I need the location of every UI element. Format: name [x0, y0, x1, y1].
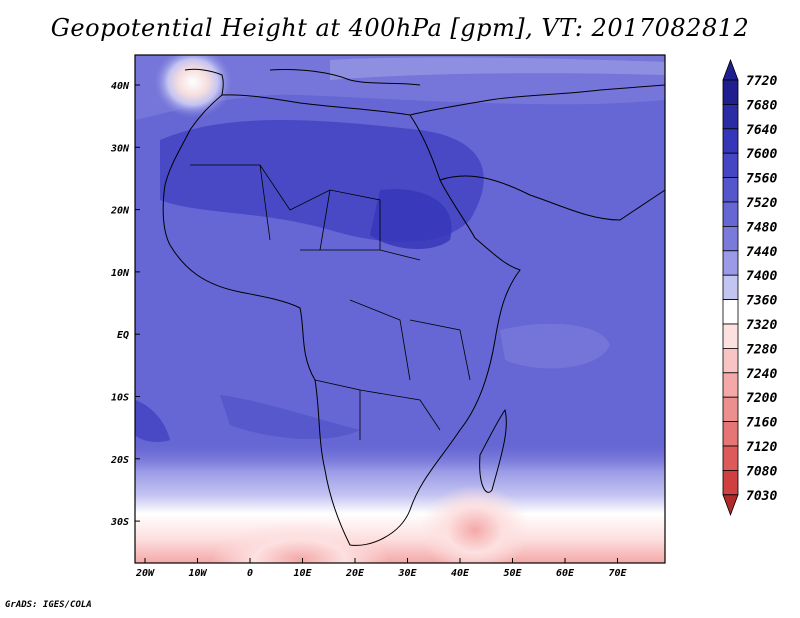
colorbar-level-label: 7320: [746, 318, 777, 333]
colorbar-level-label: 7030: [746, 489, 777, 504]
colorbar-segment: [722, 104, 739, 130]
colorbar-level-label: 7600: [746, 147, 777, 162]
colorbar-level-label: 7440: [746, 245, 777, 260]
plot-frame: [134, 54, 666, 564]
field-low-southwest: [210, 520, 390, 563]
lat-tick-label: 30S: [110, 517, 129, 528]
colorbar-segment: [722, 177, 739, 203]
colorbar-level-label: 7400: [746, 269, 777, 284]
colorbar-segment: [722, 445, 739, 471]
arabia-outline: [439, 175, 665, 221]
lon-tick-label: 70E: [608, 568, 627, 579]
field-south-gradient: [135, 440, 665, 563]
colorbar-level-label: 7120: [746, 440, 777, 455]
colorbar-segment: [722, 469, 739, 496]
colorbar-top-arrow: [722, 58, 739, 81]
lat-tick-label: 10S: [111, 393, 129, 404]
africa-outline: [162, 94, 521, 546]
field-low-southeast: [420, 485, 530, 563]
lon-tick-label: 0: [247, 568, 253, 579]
latitude-axis: 40N 30N 20N 10N EQ 10S 20S 30S: [110, 81, 140, 528]
lon-tick-label: 40E: [451, 568, 470, 579]
colorbar-segment: [722, 79, 739, 105]
longitude-axis: 20W 10W 0 10E 20E 30E 40E 50E 60E 70E: [135, 558, 628, 579]
field-high-northwest: [151, 55, 235, 120]
colorbar: 7720 7680 7640 7600 7560 7520 7480 7440 7400 7360…: [722, 58, 777, 516]
colorbar-segment: [722, 299, 739, 325]
colorbar-segment: [722, 323, 739, 349]
lat-tick-label: 20S: [110, 455, 129, 466]
colorbar-level-label: 7560: [746, 172, 777, 187]
colorbar-segment: [722, 201, 739, 227]
height-field: [135, 55, 665, 563]
colorbar-level-label: 7240: [746, 367, 777, 382]
lat-tick-label: 40N: [111, 81, 130, 92]
colorbar-bottom-arrow: [722, 494, 739, 516]
lat-tick-label: 20N: [110, 206, 130, 217]
colorbar-level-label: 7160: [746, 416, 777, 431]
colorbar-level-label: 7520: [746, 196, 777, 211]
lon-tick-label: 50E: [503, 568, 522, 579]
grads-credit: GrADS: IGES/COLA: [5, 600, 92, 610]
lon-tick-label: 10W: [188, 568, 207, 579]
lat-tick-label: 30N: [110, 143, 130, 154]
colorbar-level-label: 7080: [746, 464, 777, 479]
lon-tick-label: 20W: [135, 568, 155, 579]
map-title: Geopotential Height at 400hPa [gpm], VT:…: [50, 14, 750, 42]
lon-tick-label: 30E: [397, 568, 417, 579]
colorbar-segment: [722, 225, 739, 252]
field-southern-band: [220, 395, 360, 440]
lon-tick-label: 60E: [556, 568, 575, 579]
coastlines: [162, 68, 665, 546]
colorbar-level-label: 7720: [746, 74, 777, 89]
lat-tick-label: 10N: [111, 268, 130, 279]
lon-tick-label: 20E: [345, 568, 365, 579]
lon-tick-label: 10E: [293, 568, 312, 579]
colorbar-segment: [722, 396, 739, 423]
colorbar-segment: [722, 128, 739, 154]
colorbar-level-label: 7200: [746, 391, 777, 406]
colorbar-segment: [722, 152, 739, 178]
colorbar-level-label: 7640: [746, 123, 777, 138]
colorbar-segment: [722, 274, 739, 301]
colorbar-level-label: 7360: [746, 294, 777, 309]
med-north-coast: [269, 69, 421, 86]
lat-tick-label: EQ: [117, 330, 129, 341]
colorbar-segment: [722, 250, 739, 276]
colorbar-segment: [722, 347, 739, 374]
colorbar-segment: [722, 372, 739, 398]
country-borders: [190, 164, 471, 440]
iberia-outline: [184, 68, 224, 96]
colorbar-level-label: 7280: [746, 342, 777, 357]
colorbar-segment: [722, 421, 739, 447]
madagascar-outline: [479, 408, 507, 493]
colorbar-level-label: 7680: [746, 98, 777, 113]
middle-east-outline: [409, 84, 665, 116]
colorbar-level-label: 7480: [746, 220, 777, 235]
